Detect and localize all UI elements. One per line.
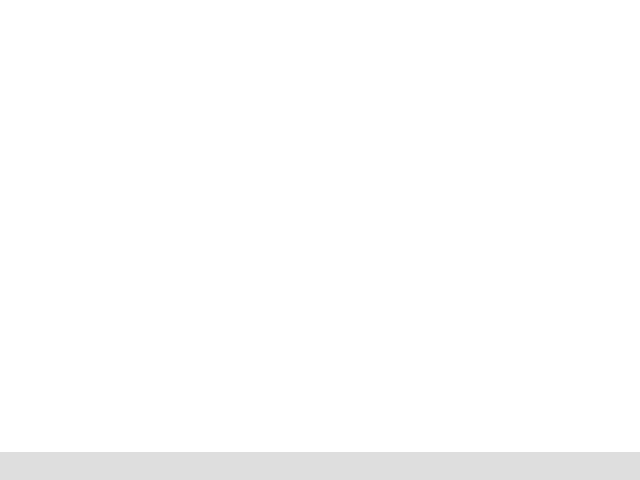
y-axis-tick-labels	[0, 0, 59, 480]
footer-band	[0, 452, 640, 480]
